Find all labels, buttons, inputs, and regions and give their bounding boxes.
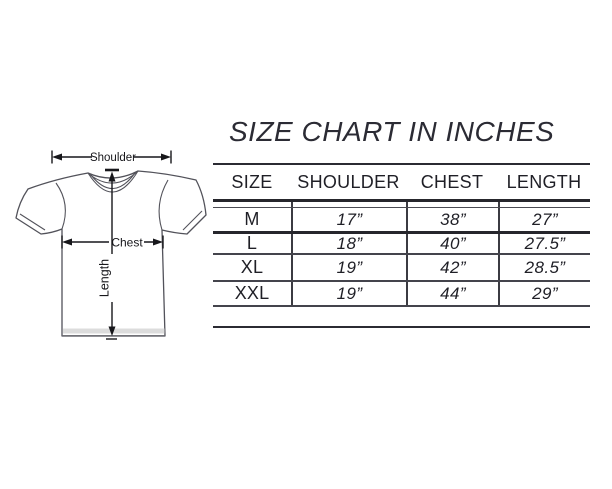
shoulder-cell: 17” bbox=[291, 208, 406, 231]
chest-cell: 44” bbox=[406, 282, 498, 305]
left-cuff-line bbox=[19, 213, 46, 231]
table-row-xl: XL 19” 42” 28.5” bbox=[213, 255, 590, 282]
shoulder-arrow-label: Shoulder bbox=[90, 152, 136, 164]
tshirt-outline-shape bbox=[15, 170, 207, 337]
left-armhole-seam bbox=[55, 182, 66, 230]
spacer-cell bbox=[213, 202, 291, 207]
chest-cell: 42” bbox=[406, 255, 498, 280]
length-arrow-label: Length bbox=[98, 259, 112, 297]
size-cell: XL bbox=[240, 257, 264, 277]
size-chart-table: SIZE SHOULDER CHEST LENGTH M 17” 38” 27”… bbox=[213, 163, 590, 328]
shoulder-dimension-arrow: Shoulder bbox=[51, 150, 172, 164]
size-cell: M bbox=[244, 209, 260, 229]
size-cell: L bbox=[246, 234, 258, 253]
shoulder-cell: 18” bbox=[291, 234, 406, 253]
column-header-length: LENGTH bbox=[506, 172, 582, 192]
length-cell: 28.5” bbox=[498, 255, 590, 280]
chest-cell: 38” bbox=[406, 208, 498, 231]
table-bottom-rule bbox=[213, 326, 590, 328]
size-cell: XXL bbox=[234, 283, 270, 303]
spacer-cell bbox=[498, 202, 590, 207]
chest-arrow-label: Chest bbox=[111, 236, 143, 250]
shoulder-cell: 19” bbox=[291, 255, 406, 280]
table-row-m: M 17” 38” 27” bbox=[213, 208, 590, 234]
length-cell: 27” bbox=[498, 208, 590, 231]
table-bottom-gap bbox=[213, 307, 590, 326]
right-cuff-line bbox=[182, 210, 203, 231]
chest-dimension-arrow: Chest bbox=[61, 235, 164, 250]
column-header-shoulder: SHOULDER bbox=[297, 172, 400, 192]
page-title: SIZE CHART IN INCHES bbox=[229, 116, 555, 147]
length-cell: 27.5” bbox=[498, 234, 590, 253]
chest-cell: 40” bbox=[406, 234, 498, 253]
collar-front-outer-line bbox=[87, 170, 139, 193]
table-row-l: L 18” 40” 27.5” bbox=[213, 234, 590, 255]
spacer-cell bbox=[291, 202, 406, 207]
length-dimension-arrow: Length bbox=[98, 168, 119, 340]
spacer-cell bbox=[406, 202, 498, 207]
column-header-chest: CHEST bbox=[420, 172, 484, 192]
right-armhole-seam bbox=[158, 179, 169, 231]
table-row-xxl: XXL 19” 44” 29” bbox=[213, 282, 590, 307]
table-header-row: SIZE SHOULDER CHEST LENGTH bbox=[213, 165, 590, 202]
collar-front-inner-line bbox=[90, 172, 136, 190]
length-cell: 29” bbox=[498, 282, 590, 305]
tshirt-measurement-diagram: Shoulder Chest Length bbox=[15, 150, 207, 340]
column-header-size: SIZE bbox=[231, 172, 273, 192]
header-divider-row bbox=[213, 202, 590, 208]
shoulder-cell: 19” bbox=[291, 282, 406, 305]
